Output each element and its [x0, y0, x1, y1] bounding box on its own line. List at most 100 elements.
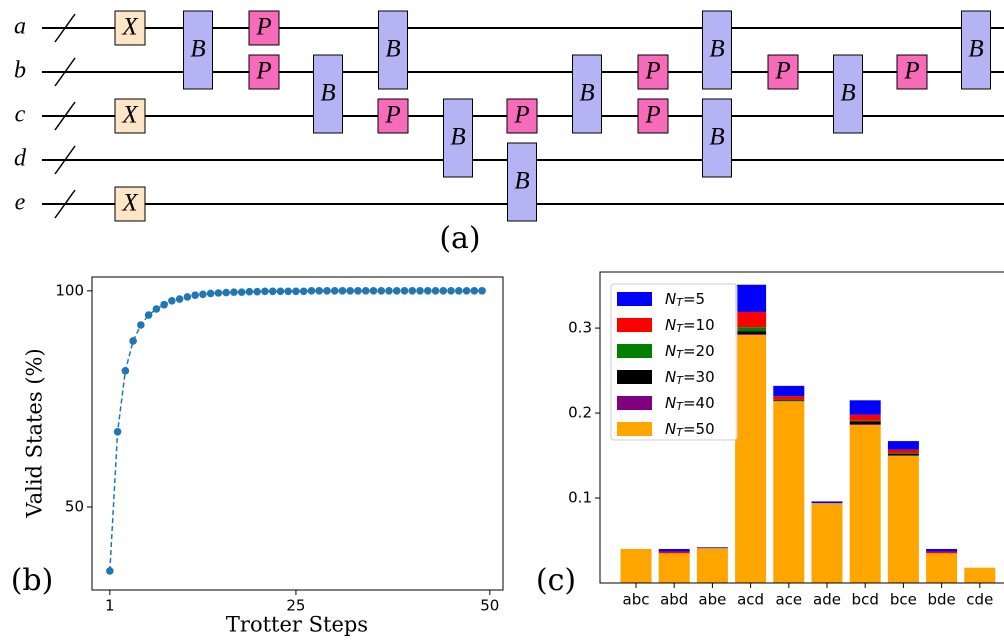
data-point	[307, 287, 316, 295]
gate-label: P	[903, 58, 919, 85]
legend-label: NT=50	[665, 420, 715, 440]
gate	[507, 142, 537, 222]
data-point	[462, 287, 471, 295]
x-tick-label: ade	[813, 591, 841, 609]
data-point	[346, 287, 355, 295]
bar-segment	[849, 424, 881, 583]
y-tick-label: 0.2	[568, 404, 592, 422]
gate-label: X	[121, 190, 139, 217]
caption-a: (a)	[439, 221, 480, 256]
gate	[443, 98, 473, 178]
legend-swatch	[617, 422, 652, 436]
bar-segment	[735, 311, 767, 328]
bar-segment	[735, 284, 767, 312]
data-point	[168, 296, 176, 305]
x-axis-label: Trotter Steps	[226, 613, 368, 637]
gate	[114, 98, 146, 134]
series-line	[109, 290, 483, 572]
bar-segment	[887, 452, 919, 454]
data-point	[439, 287, 448, 295]
data-point	[129, 337, 137, 345]
data-point	[137, 321, 145, 329]
plot-frame	[599, 271, 1004, 584]
x-tick-label: bde	[927, 591, 955, 609]
data-point	[431, 287, 440, 295]
data-point	[230, 288, 238, 296]
wire-slash	[54, 57, 76, 87]
gate-label: B	[709, 36, 724, 63]
x-tick-label: 1	[105, 597, 115, 615]
data-point	[222, 288, 230, 297]
gate-label: B	[709, 124, 724, 151]
wire-label: d	[14, 146, 27, 172]
gate	[313, 54, 343, 134]
bar-segment	[735, 327, 767, 332]
bar-segment	[620, 549, 652, 583]
bar-segment	[696, 548, 728, 583]
x-tick-label: abd	[660, 591, 688, 609]
gate	[767, 54, 799, 90]
bar-segment	[735, 334, 767, 583]
bar-segment	[849, 424, 881, 425]
data-point	[152, 305, 161, 313]
bar-segment	[887, 441, 919, 450]
data-point	[214, 289, 223, 297]
gate-label: P	[644, 58, 660, 85]
bar-segment	[735, 334, 767, 335]
gate	[833, 54, 863, 134]
data-point	[121, 367, 130, 375]
caption-c: (c)	[536, 563, 576, 598]
legend-swatch	[617, 344, 652, 358]
legend-swatch	[617, 318, 652, 332]
data-point	[284, 287, 292, 296]
data-point	[113, 427, 122, 436]
bar-segment	[849, 400, 881, 415]
data-point	[315, 287, 324, 295]
data-point	[245, 287, 254, 296]
plot-frame	[91, 276, 504, 591]
data-point	[354, 287, 362, 295]
wire-label: e	[15, 190, 26, 216]
x-tick-label: 25	[286, 597, 305, 615]
wire-slash	[54, 13, 76, 43]
data-point	[338, 287, 347, 295]
legend-label: NT=20	[665, 342, 715, 362]
bar-segment	[849, 420, 881, 422]
bar-segment	[658, 553, 690, 583]
gate	[183, 10, 213, 90]
bar-segment	[773, 396, 805, 400]
bar-segment	[658, 551, 690, 554]
wire-label: c	[15, 102, 26, 128]
gate-label: P	[384, 102, 400, 129]
bar-segment	[735, 331, 767, 335]
bar-segment	[773, 385, 805, 397]
gate	[248, 10, 280, 46]
x-tick-label: 50	[480, 597, 499, 615]
bar-segment	[811, 503, 843, 583]
y-tick-label: 100	[55, 281, 84, 299]
gate-label: B	[450, 124, 465, 151]
gate	[378, 10, 408, 90]
data-point	[330, 287, 339, 295]
data-point	[392, 287, 401, 295]
gate-label: B	[385, 36, 400, 63]
gate-label: B	[579, 80, 594, 107]
data-point	[377, 287, 386, 295]
data-point	[423, 287, 432, 295]
x-tick-label: abc	[623, 591, 650, 609]
data-point	[261, 287, 269, 296]
bar-segment	[887, 455, 919, 583]
data-point	[276, 287, 285, 296]
wire-slash	[54, 189, 76, 219]
bar-segment	[926, 553, 958, 583]
gate-label: P	[255, 58, 271, 85]
bar-segment	[926, 549, 958, 552]
gate-label: P	[644, 102, 660, 129]
data-point	[408, 287, 417, 295]
legend-swatch	[617, 292, 652, 306]
data-point	[268, 287, 277, 296]
gate	[572, 54, 602, 134]
data-point	[323, 287, 331, 295]
data-point	[385, 287, 393, 295]
y-tick-label: 0.3	[568, 319, 592, 337]
